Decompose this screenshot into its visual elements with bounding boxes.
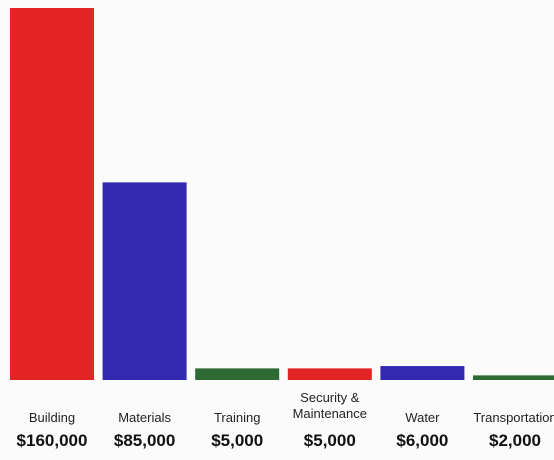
bar-0	[10, 8, 94, 380]
category-label-line: Transportation	[473, 410, 554, 425]
category-label-line: Building	[29, 410, 75, 425]
category-label-line: Training	[214, 410, 260, 425]
category-label-1: Materials	[118, 410, 171, 425]
bar-5	[473, 375, 554, 380]
category-label-line: Maintenance	[293, 406, 367, 421]
category-label-2: Training	[214, 410, 260, 425]
category-label-line: Materials	[118, 410, 171, 425]
value-label-5: $2,000	[489, 431, 541, 450]
bar-4	[380, 366, 465, 380]
category-label-3: Security & Maintenance	[293, 390, 367, 421]
value-label-3: $5,000	[304, 431, 356, 450]
category-label-0: Building	[29, 410, 75, 425]
bar-3	[287, 368, 372, 380]
labels-group: Building $160,000 Materials $85,000 Training…	[17, 390, 554, 450]
bar-2	[195, 368, 280, 380]
value-label-4: $6,000	[396, 431, 448, 450]
bars-group	[10, 8, 554, 380]
category-label-line: Security &	[300, 390, 360, 405]
category-label-line: Water	[405, 410, 440, 425]
value-label-1: $85,000	[114, 431, 175, 450]
value-label-0: $160,000	[17, 431, 88, 450]
category-label-4: Water	[405, 410, 440, 425]
category-label-5: Transportation	[473, 410, 554, 425]
bar-1	[102, 182, 187, 380]
value-label-2: $5,000	[211, 431, 263, 450]
